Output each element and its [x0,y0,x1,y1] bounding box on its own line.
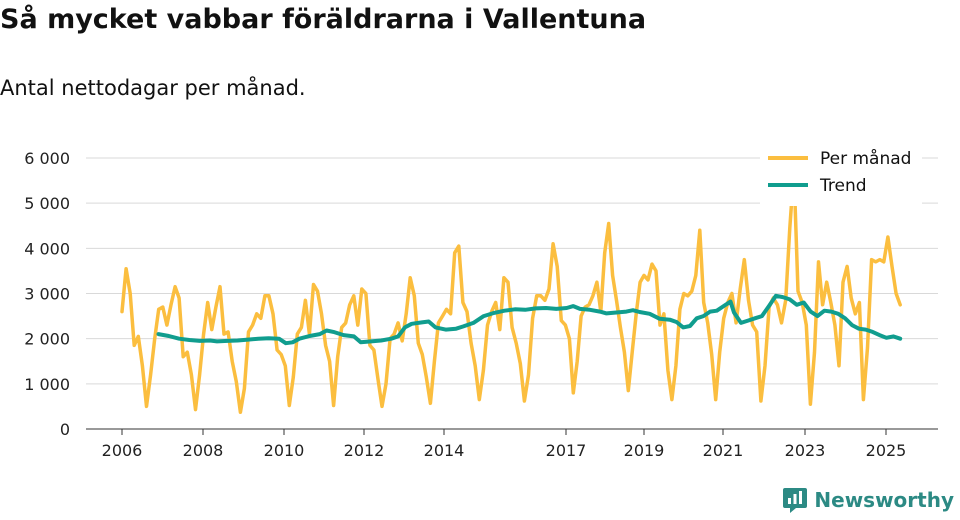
legend: Per månad Trend [760,144,922,206]
x-tick-label: 2006 [102,441,143,460]
x-tick-label: 2012 [344,441,385,460]
y-tick-label: 5 000 [24,194,70,213]
trend-line [156,293,903,346]
legend-background [760,144,922,206]
y-tick-label: 4 000 [24,239,70,258]
x-tick-label: 2019 [624,441,665,460]
y-tick-label: 2 000 [24,330,70,349]
x-tick-label: 2017 [546,441,587,460]
series-lines [120,167,903,415]
x-tick-label: 2014 [424,441,465,460]
legend-label: Per månad [820,148,911,169]
x-tick-label: 2010 [264,441,305,460]
legend-label: Trend [819,176,867,196]
y-tick-label: 1 000 [24,375,70,394]
x-tick-label: 2008 [183,441,224,460]
brand: Newsworthy [782,486,954,514]
y-tick-label: 6 000 [24,149,70,168]
x-tick-label: 2021 [703,441,744,460]
newsworthy-logo-icon [783,488,808,513]
x-tick-label: 2023 [785,441,826,460]
page-title: Så mycket vabbar föräldrarna i Vallentun… [0,4,647,35]
y-axis-ticks: 0 1 000 2 000 3 000 4 000 5 000 6 000 [24,149,70,439]
y-tick-label: 0 [60,420,70,439]
x-tick-label: 2025 [866,441,907,460]
page-subtitle: Antal nettodagar per månad. [0,76,306,100]
brand-name: Newsworthy [814,488,954,512]
y-tick-label: 3 000 [24,285,70,304]
x-axis-ticks: 2006 2008 2010 2012 2014 2017 2019 2021 2023 2025 [102,429,907,460]
